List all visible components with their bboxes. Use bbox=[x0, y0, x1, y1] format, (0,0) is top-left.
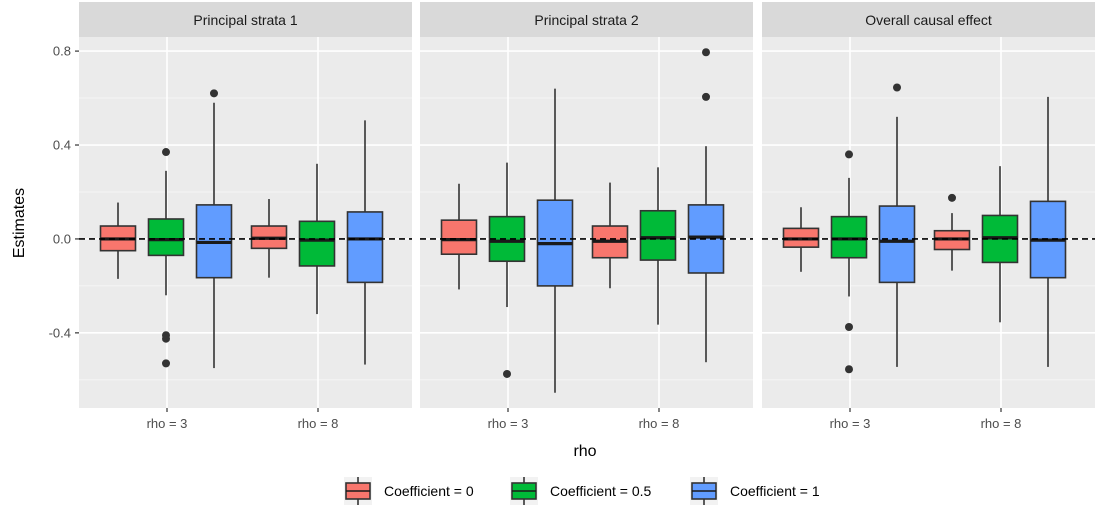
y-tick-label: 0.8 bbox=[53, 44, 71, 59]
legend-label: Coefficient = 0.5 bbox=[550, 483, 652, 499]
x-tick-label: rho = 8 bbox=[639, 416, 680, 431]
outlier-point bbox=[210, 89, 218, 98]
boxplot-box bbox=[440, 183, 478, 290]
outlier-point bbox=[702, 48, 710, 57]
x-tick-label: rho = 8 bbox=[981, 416, 1022, 431]
facet-strip-title: Principal strata 1 bbox=[193, 12, 297, 28]
interquartile-box bbox=[830, 215, 868, 259]
x-tick-label: rho = 3 bbox=[488, 416, 529, 431]
boxplot-box bbox=[147, 148, 185, 368]
boxplot-box bbox=[536, 88, 574, 393]
outlier-point bbox=[845, 322, 853, 331]
interquartile-box bbox=[440, 219, 478, 255]
interquartile-box bbox=[878, 205, 916, 284]
boxplot-box bbox=[878, 83, 916, 367]
outlier-point bbox=[893, 83, 901, 92]
boxplot-box bbox=[591, 182, 629, 289]
facet-panel: Principal strata 1 rho = 3 rho = 8 bbox=[79, 2, 412, 431]
facet-strip bbox=[420, 2, 753, 37]
boxplot-box bbox=[195, 89, 233, 369]
outlier-point bbox=[162, 148, 170, 157]
legend-label: Coefficient = 1 bbox=[730, 483, 820, 499]
outlier-point bbox=[702, 92, 710, 101]
outlier-point bbox=[503, 369, 511, 378]
y-axis: -0.4 0.0 0.4 0.8 bbox=[49, 44, 79, 340]
facet-strip bbox=[762, 2, 1095, 37]
interquartile-box bbox=[346, 211, 384, 284]
boxplot-box bbox=[639, 167, 677, 325]
legend-label: Coefficient = 0 bbox=[384, 483, 474, 499]
x-axis-title: rho bbox=[573, 443, 596, 460]
interquartile-box bbox=[639, 209, 677, 261]
legend-entry: Coefficient = 1 bbox=[690, 477, 820, 505]
facet-strip-title: Overall causal effect bbox=[865, 12, 992, 28]
facet-panel: Overall causal effect rho = 3 rho = 8 bbox=[762, 2, 1095, 431]
boxplot-box bbox=[981, 166, 1019, 323]
facet-strip bbox=[79, 2, 412, 37]
y-axis-title: Estimates bbox=[11, 188, 28, 258]
outlier-point bbox=[162, 334, 170, 343]
outlier-point bbox=[948, 193, 956, 202]
legend-entry: Coefficient = 0 bbox=[344, 477, 474, 505]
interquartile-box bbox=[147, 218, 185, 257]
legend: Coefficient = 0 Coefficient = 0.5 Coeffici… bbox=[344, 477, 820, 505]
x-tick-label: rho = 8 bbox=[298, 416, 339, 431]
y-tick-label: 0.0 bbox=[53, 231, 71, 246]
y-tick-label: 0.4 bbox=[53, 138, 71, 153]
y-tick-label: -0.4 bbox=[49, 325, 71, 340]
boxplot-box bbox=[346, 120, 384, 365]
legend-entry: Coefficient = 0.5 bbox=[510, 477, 652, 505]
facet-panel: Principal strata 2 rho = 3 rho = 8 bbox=[420, 2, 753, 431]
facet-strip-title: Principal strata 2 bbox=[534, 12, 638, 28]
boxplot-box bbox=[298, 163, 336, 315]
x-tick-label: rho = 3 bbox=[830, 416, 871, 431]
outlier-point bbox=[162, 359, 170, 368]
outlier-point bbox=[845, 150, 853, 159]
x-tick-label: rho = 3 bbox=[147, 416, 188, 431]
outlier-point bbox=[845, 365, 853, 374]
interquartile-box bbox=[298, 220, 336, 267]
